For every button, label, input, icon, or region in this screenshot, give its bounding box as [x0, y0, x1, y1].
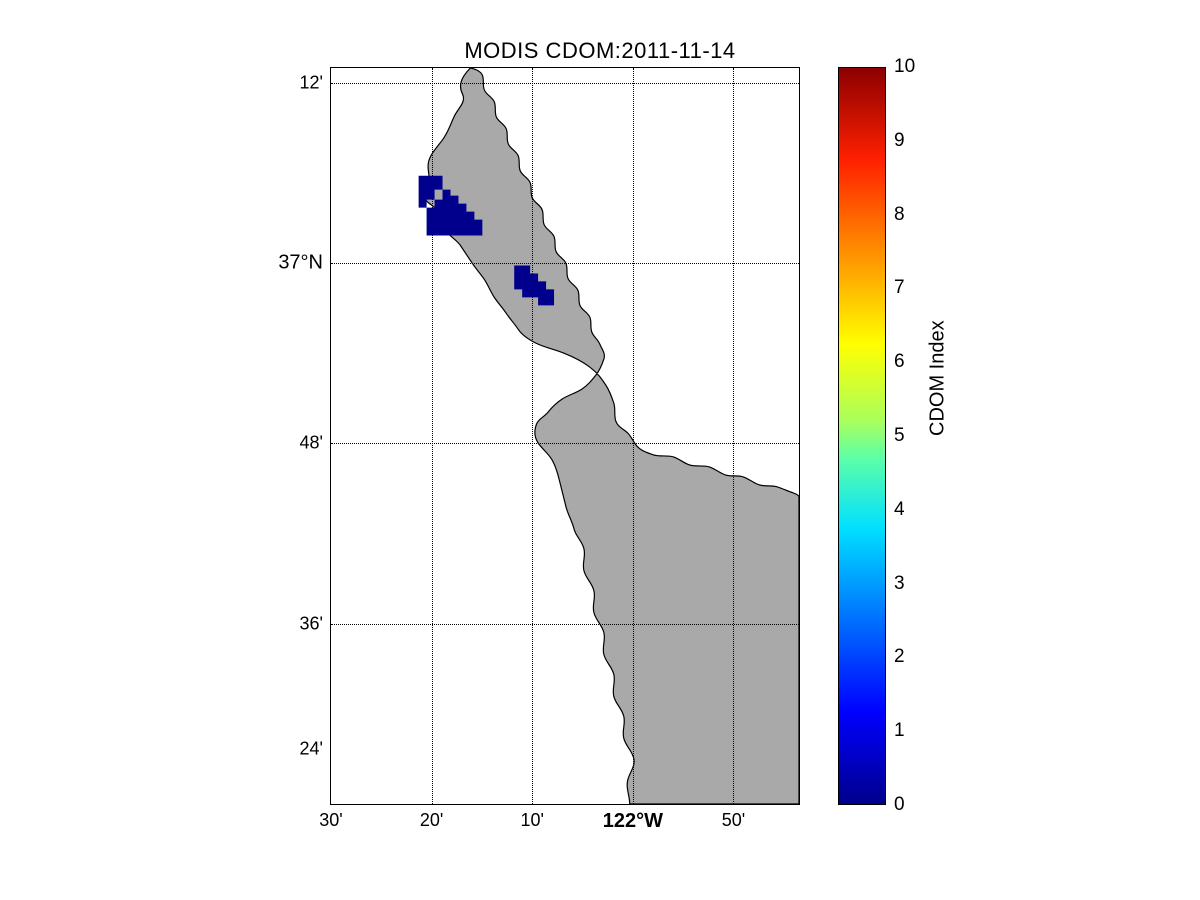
- cdom-data-layer[interactable]: [331, 68, 799, 804]
- xtick-label[interactable]: 30': [319, 810, 342, 831]
- colorbar-tick-9[interactable]: 9: [894, 130, 905, 152]
- cdom-patch-south: [514, 265, 554, 305]
- map-plot-area[interactable]: 12' 37°N 48' 36' 24' 30' 20' 10' 122°W 5…: [330, 67, 800, 805]
- xtick-label[interactable]: 10': [521, 810, 544, 831]
- colorbar-tick-1[interactable]: 1: [894, 720, 905, 742]
- colorbar-tick-5[interactable]: 5: [894, 425, 905, 447]
- colorbar-tick-6[interactable]: 6: [894, 351, 905, 373]
- colorbar-tick-10[interactable]: 10: [894, 56, 915, 78]
- colorbar-gradient[interactable]: [838, 67, 886, 805]
- ytick-label[interactable]: 48': [300, 433, 323, 454]
- colorbar-title: CDOM Index: [927, 320, 950, 436]
- colorbar-tick-4[interactable]: 4: [894, 499, 905, 521]
- page-title: MODIS CDOM:2011-11-14: [0, 38, 1200, 64]
- ytick-label[interactable]: 24': [300, 738, 323, 759]
- ytick-label[interactable]: 36': [300, 613, 323, 634]
- colorbar-tick-7[interactable]: 7: [894, 277, 905, 299]
- xtick-label[interactable]: 50': [722, 810, 745, 831]
- colorbar-widget[interactable]: 10 9 8 7 6 5 4 3 2 1 0 CDOM Index: [838, 67, 886, 805]
- xtick-label[interactable]: 122°W: [603, 810, 663, 833]
- colorbar-tick-0[interactable]: 0: [894, 794, 905, 816]
- xtick-label[interactable]: 20': [420, 810, 443, 831]
- colorbar-tick-8[interactable]: 8: [894, 204, 905, 226]
- cdom-patch-north-lower: [427, 190, 483, 236]
- colorbar-tick-2[interactable]: 2: [894, 646, 905, 668]
- colorbar-tick-3[interactable]: 3: [894, 573, 905, 595]
- ytick-label[interactable]: 37°N: [278, 252, 323, 275]
- ytick-label[interactable]: 12': [300, 72, 323, 93]
